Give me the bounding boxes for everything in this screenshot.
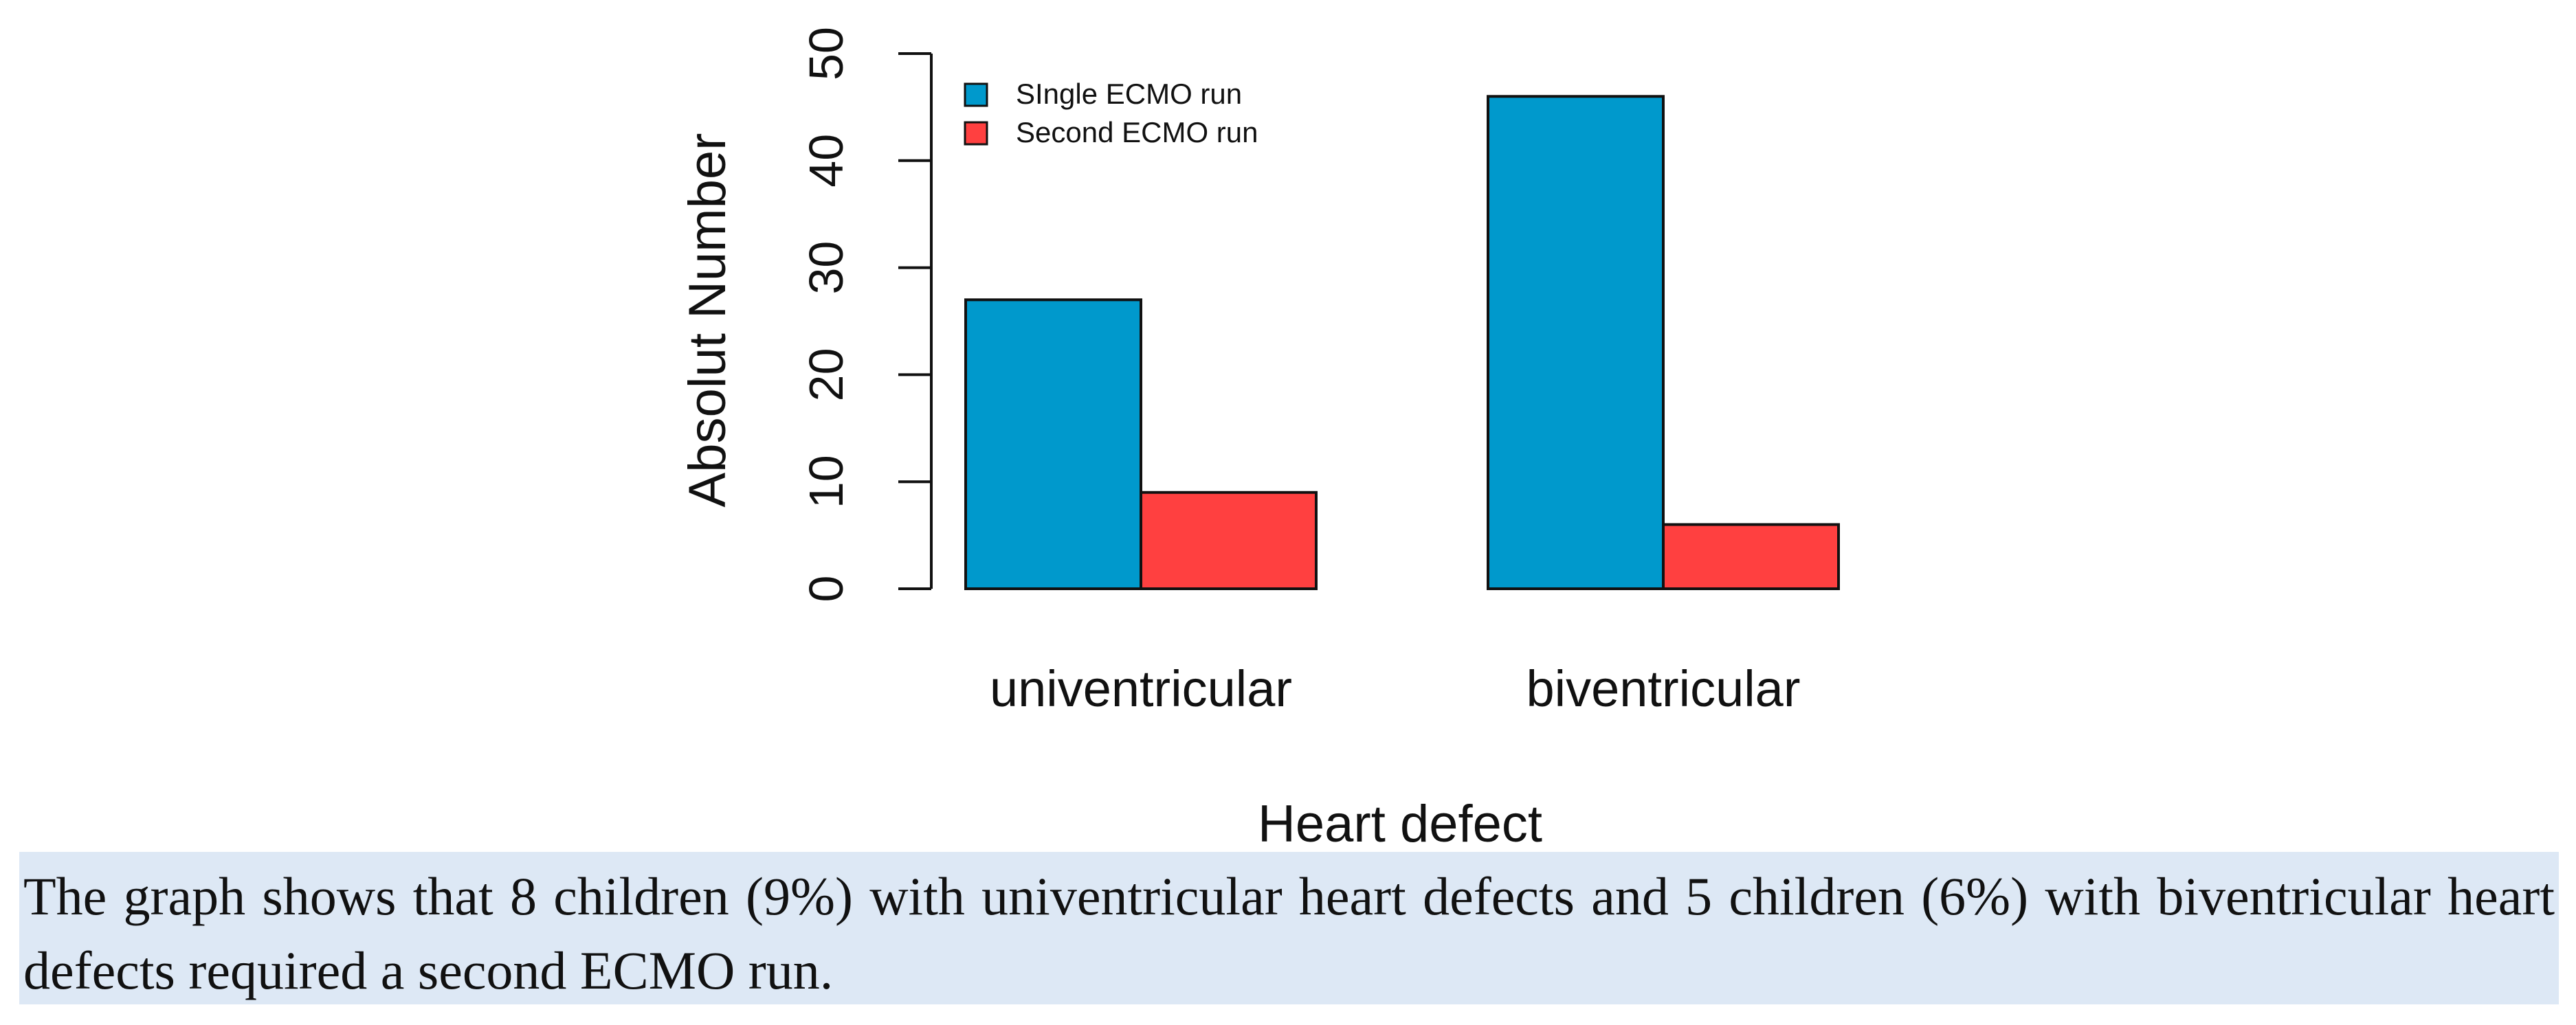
y-tick-label: 40	[799, 134, 853, 188]
y-tick-label: 30	[799, 241, 853, 295]
legend-label-1: Second ECMO run	[1016, 116, 1258, 148]
legend-swatch-1	[964, 121, 988, 146]
y-tick-label: 50	[799, 27, 853, 80]
bar-univentricular-single	[964, 298, 1142, 590]
legend-swatch-0	[964, 82, 988, 107]
bars	[964, 95, 1840, 591]
figure-caption: The graph shows that 8 children (9%) wit…	[19, 852, 2559, 1004]
x-axis-label: Heart defect	[1258, 795, 1542, 852]
x-tick-label-biventricular: biventricular	[1526, 660, 1801, 717]
y-axis: 0 10 20 30 40 50	[799, 27, 933, 602]
legend-label-0: SIngle ECMO run	[1016, 78, 1242, 110]
y-axis-label: Absolut Number	[678, 133, 737, 508]
x-axis-labels: univentricular biventricular	[990, 660, 1801, 717]
y-tick-label: 20	[799, 348, 853, 401]
bar-univentricular-second	[1140, 491, 1318, 591]
bar-biventricular-single	[1487, 95, 1665, 590]
y-tick-label: 10	[799, 455, 853, 508]
legend: SIngle ECMO run Second ECMO run	[964, 78, 1258, 148]
x-tick-label-univentricular: univentricular	[990, 660, 1292, 717]
bar-biventricular-second	[1662, 523, 1840, 591]
y-tick-label: 0	[799, 576, 853, 602]
